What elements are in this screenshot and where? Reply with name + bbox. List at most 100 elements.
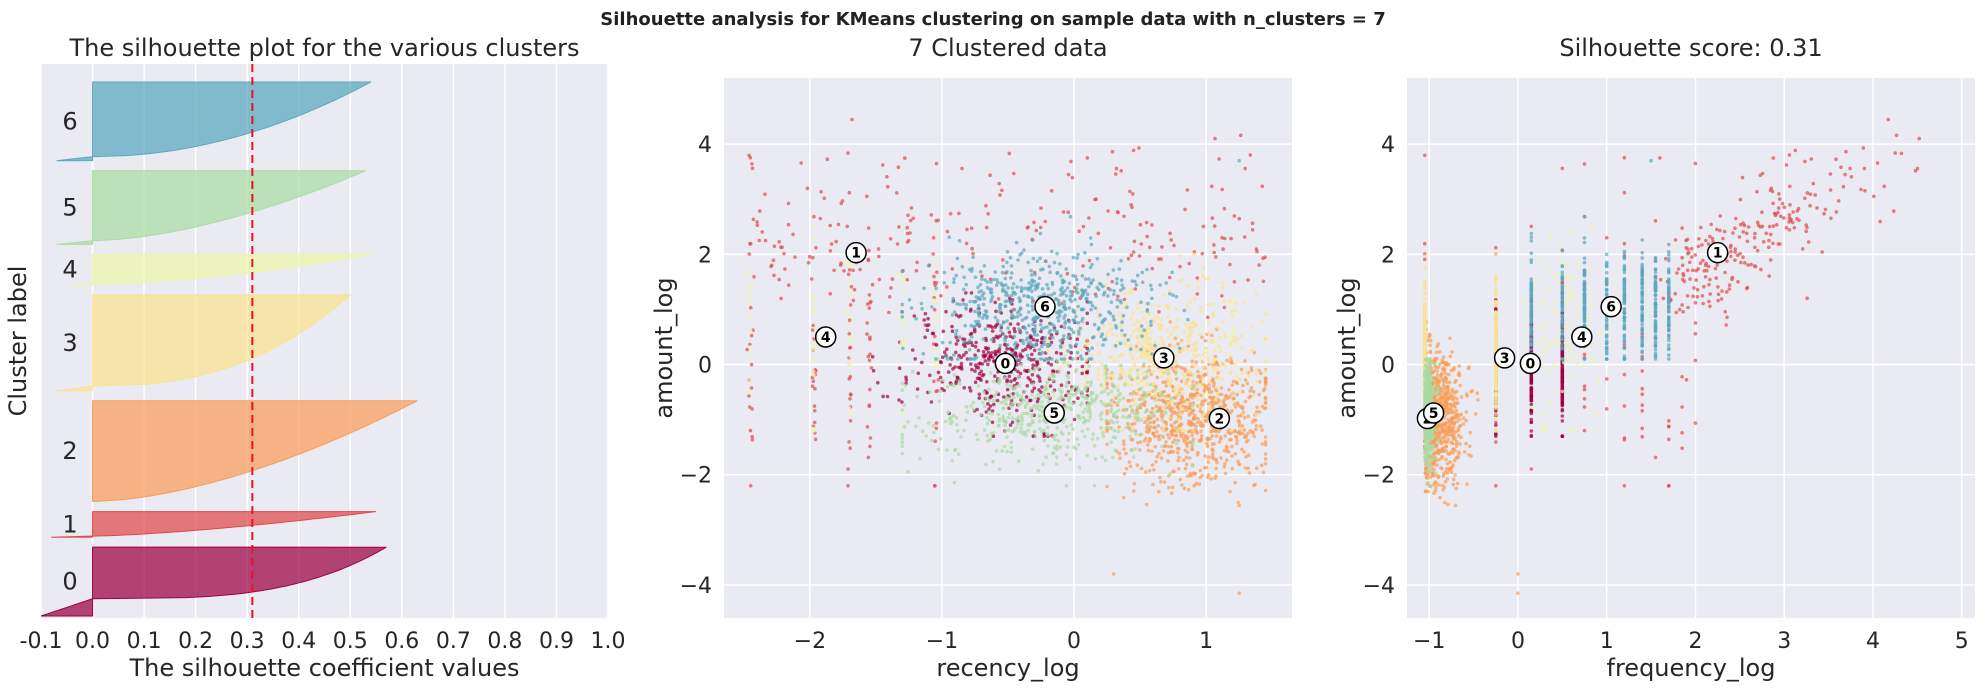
data-point-cluster-5 <box>1008 397 1012 401</box>
data-point-cluster-2 <box>1222 465 1227 469</box>
data-point-cluster-1 <box>1693 358 1698 363</box>
data-point-cluster-0 <box>1059 324 1064 329</box>
data-point-cluster-3 <box>1152 364 1156 368</box>
data-point-cluster-6 <box>1062 302 1067 307</box>
data-point-cluster-6 <box>989 291 994 295</box>
data-point-cluster-5 <box>985 433 990 438</box>
data-point-cluster-6 <box>1053 297 1058 301</box>
data-point-cluster-2 <box>1175 411 1179 416</box>
data-point-cluster-2 <box>1197 482 1202 487</box>
data-point-cluster-2 <box>1435 463 1439 467</box>
data-point-cluster-0 <box>1048 336 1052 341</box>
data-point-cluster-1 <box>1759 267 1763 272</box>
data-point-cluster-2 <box>1449 368 1454 373</box>
data-point-cluster-4 <box>812 428 816 433</box>
data-point-cluster-5 <box>1004 402 1008 407</box>
data-point-cluster-5 <box>1125 421 1130 426</box>
data-point-cluster-2 <box>1257 410 1262 414</box>
data-point-cluster-3 <box>1173 386 1177 391</box>
data-point-cluster-1 <box>1066 172 1071 177</box>
data-point-cluster-1 <box>1210 216 1215 220</box>
data-point-cluster-3 <box>1202 392 1206 396</box>
data-point-cluster-0 <box>1560 409 1565 413</box>
data-point-cluster-6 <box>979 289 984 293</box>
data-point-cluster-6 <box>973 319 978 324</box>
data-point-cluster-5 <box>1024 403 1028 408</box>
data-point-cluster-6 <box>1037 276 1042 281</box>
data-point-cluster-3 <box>1193 296 1197 301</box>
data-point-cluster-2 <box>1254 466 1259 471</box>
data-point-cluster-2 <box>1459 395 1464 399</box>
data-point-cluster-5 <box>1121 414 1125 419</box>
data-point-cluster-6 <box>1066 349 1070 353</box>
data-point-cluster-5 <box>950 419 955 424</box>
data-point-cluster-2 <box>1195 420 1200 425</box>
data-point-cluster-0 <box>944 309 948 314</box>
data-point-cluster-2 <box>1190 408 1194 413</box>
data-point-cluster-2 <box>1452 458 1457 463</box>
data-point-cluster-0 <box>990 329 995 333</box>
data-point-cluster-1 <box>1808 203 1812 208</box>
data-point-cluster-6 <box>1026 260 1030 265</box>
data-point-cluster-5 <box>1030 392 1034 397</box>
cluster-center-6 <box>1034 295 1056 318</box>
data-point-cluster-5 <box>902 424 907 429</box>
data-point-cluster-3 <box>1131 323 1136 327</box>
data-point-cluster-2 <box>1138 448 1142 452</box>
clustered-x-axis-label: recency_log <box>936 654 1079 682</box>
data-point-cluster-3 <box>1175 317 1180 322</box>
data-point-cluster-0 <box>970 367 974 372</box>
data-point-cluster-5 <box>1019 426 1023 431</box>
data-point-cluster-1 <box>895 242 900 246</box>
data-point-cluster-6 <box>1074 342 1078 347</box>
data-point-cluster-6 <box>1103 290 1107 295</box>
data-point-cluster-5 <box>1145 369 1149 374</box>
data-point-cluster-6 <box>1025 303 1030 308</box>
data-point-cluster-0 <box>1051 369 1055 373</box>
data-point-cluster-6 <box>1024 315 1029 320</box>
data-point-cluster-2 <box>1236 414 1240 418</box>
data-point-cluster-1 <box>1212 224 1217 228</box>
data-point-cluster-0 <box>955 375 960 380</box>
data-point-cluster-6 <box>1014 340 1018 345</box>
data-point-cluster-5 <box>1066 397 1071 401</box>
data-point-cluster-6 <box>1087 284 1091 289</box>
x-tick-label: 0.9 <box>539 629 574 654</box>
data-point-cluster-0 <box>1042 434 1046 439</box>
data-point-cluster-2 <box>1164 440 1168 444</box>
data-point-cluster-4 <box>901 324 905 329</box>
data-point-cluster-3 <box>1202 365 1207 370</box>
data-point-cluster-6 <box>1033 327 1037 332</box>
data-point-cluster-6 <box>1081 307 1086 312</box>
data-point-cluster-1 <box>1114 166 1119 171</box>
data-point-cluster-1 <box>822 196 827 201</box>
data-point-cluster-0 <box>994 334 999 339</box>
data-point-cluster-2 <box>1105 484 1109 489</box>
data-point-cluster-1 <box>1185 188 1190 192</box>
y-tick-label: −4 <box>680 574 712 599</box>
data-point-cluster-2 <box>1132 481 1137 486</box>
data-point-cluster-2 <box>1235 438 1239 443</box>
data-point-cluster-4 <box>1229 428 1233 433</box>
data-point-cluster-1 <box>888 237 893 241</box>
data-point-cluster-0 <box>969 331 974 336</box>
data-point-cluster-2 <box>1228 438 1232 442</box>
data-point-cluster-1 <box>905 225 909 230</box>
data-point-cluster-1 <box>763 192 767 196</box>
data-point-cluster-2 <box>1214 389 1219 393</box>
data-point-cluster-0 <box>973 369 977 373</box>
data-point-cluster-0 <box>986 362 990 367</box>
data-point-cluster-3 <box>1151 346 1156 351</box>
data-point-cluster-4 <box>749 270 753 274</box>
data-point-cluster-3 <box>1168 383 1172 387</box>
data-point-cluster-3 <box>1140 310 1144 314</box>
data-point-cluster-5 <box>1111 455 1115 460</box>
data-point-cluster-1 <box>1787 220 1791 224</box>
data-point-cluster-1 <box>1772 211 1777 216</box>
data-point-cluster-1 <box>1828 188 1833 192</box>
data-point-cluster-1 <box>939 294 943 298</box>
data-point-cluster-1 <box>1087 258 1092 263</box>
data-point-cluster-3 <box>1218 349 1222 353</box>
data-point-cluster-2 <box>1229 358 1233 363</box>
data-point-cluster-3 <box>1173 344 1177 349</box>
